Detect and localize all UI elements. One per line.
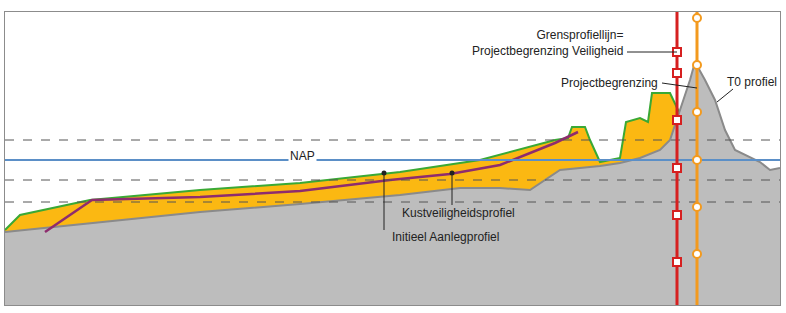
svg-text:Initieel Aanlegprofiel: Initieel Aanlegprofiel	[392, 230, 499, 244]
svg-text:NAP: NAP	[290, 149, 315, 163]
svg-text:Grensprofiellijn=Projectbegren: Grensprofiellijn=Projectbegrenzing Veili…	[472, 28, 623, 58]
svg-text:T0 profiel: T0 profiel	[727, 75, 777, 89]
svg-text:Projectbegrenzing: Projectbegrenzing	[561, 76, 658, 90]
svg-text:Kustveiligheidsprofiel: Kustveiligheidsprofiel	[402, 206, 515, 220]
